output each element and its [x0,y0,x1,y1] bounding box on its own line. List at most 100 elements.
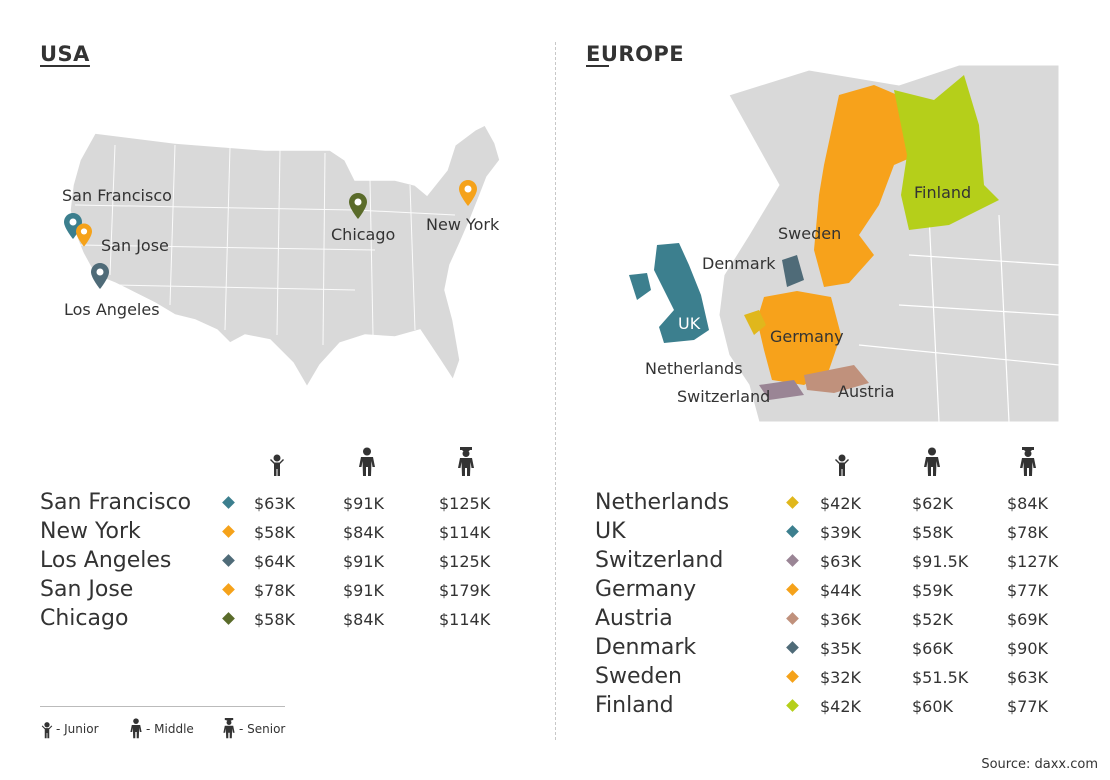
middle-salary: $91.5K [912,552,969,571]
country-name: Netherlands [595,490,730,515]
middle-icon [359,447,375,476]
country-name: UK [595,519,626,544]
map-label-denmark: Denmark [702,254,776,273]
middle-salary: $51.5K [912,668,969,687]
usa-title: USA [40,42,90,66]
middle-icon [924,447,940,476]
junior-salary: $36K [820,610,862,629]
country-name: Austria [595,606,673,631]
map-label-san-jose: San Jose [101,236,169,255]
color-marker [786,670,799,683]
senior-salary: $125K [439,552,491,571]
legend-junior: - Junior [56,722,99,736]
legend-middle: - Middle [146,722,194,736]
senior-salary: $90K [1007,639,1049,658]
map-pin-icon [91,263,109,289]
country-name: Denmark [595,635,697,660]
junior-salary: $32K [820,668,862,687]
map-label-san-francisco: San Francisco [62,186,172,205]
color-marker [786,583,799,596]
middle-salary: $84K [343,523,385,542]
middle-salary: $91K [343,494,385,513]
color-marker [222,583,235,596]
junior-icon [835,454,849,476]
map-label-uk: UK [678,314,701,333]
senior-salary: $69K [1007,610,1049,629]
middle-salary: $84K [343,610,385,629]
middle-salary: $91K [343,552,385,571]
color-marker [222,496,235,509]
middle-salary: $60K [912,697,954,716]
map-pin-icon [349,193,367,219]
city-name: Los Angeles [40,548,172,573]
senior-salary: $125K [439,494,491,513]
junior-salary: $35K [820,639,862,658]
map-label-netherlands: Netherlands [645,359,743,378]
map-label-new-york: New York [426,215,500,234]
color-marker [222,554,235,567]
middle-salary: $66K [912,639,954,658]
color-marker [786,612,799,625]
senior-salary: $114K [439,523,491,542]
usa-map [69,125,501,389]
junior-salary: $44K [820,581,862,600]
map-label-chicago: Chicago [331,225,396,244]
country-name: Switzerland [595,548,724,573]
section-divider [555,42,556,740]
senior-icon [458,447,474,476]
color-marker [222,612,235,625]
map-pin-icon [459,180,477,206]
city-name: San Francisco [40,490,192,515]
senior-salary: $77K [1007,581,1049,600]
legend-divider [40,706,285,707]
city-name: Chicago [40,606,129,631]
junior-salary: $78K [254,581,296,600]
map-label-austria: Austria [838,382,895,401]
junior-salary: $58K [254,523,296,542]
europe-title: EUROPE [586,42,685,66]
middle-salary: $91K [343,581,385,600]
junior-icon [270,454,284,476]
middle-salary: $59K [912,581,954,600]
senior-salary: $63K [1007,668,1049,687]
junior-salary: $42K [820,697,862,716]
country-name: Sweden [595,664,682,689]
junior-salary: $39K [820,523,862,542]
junior-salary: $42K [820,494,862,513]
europe-salary-table: Netherlands $42K $62K $84K UK $39K $58K … [595,490,1095,725]
senior-icon [223,718,235,739]
junior-salary: $64K [254,552,296,571]
map-label-switzerland: Switzerland [677,387,771,406]
senior-salary: $84K [1007,494,1049,513]
junior-salary: $63K [254,494,296,513]
usa-salary-table: San Francisco $63K $91K $125K New York $… [40,490,520,640]
color-marker [222,525,235,538]
map-label-germany: Germany [770,327,844,346]
map-label-sweden: Sweden [778,224,842,243]
legend-senior: - Senior [239,722,286,736]
senior-salary: $114K [439,610,491,629]
senior-icon [1020,447,1036,476]
middle-salary: $58K [912,523,954,542]
senior-salary: $77K [1007,697,1049,716]
senior-salary: $179K [439,581,491,600]
city-name: San Jose [40,577,134,602]
senior-salary: $78K [1007,523,1049,542]
junior-salary: $63K [820,552,862,571]
senior-salary: $127K [1007,552,1059,571]
color-marker [786,699,799,712]
map-label-finland: Finland [914,183,972,202]
junior-salary: $58K [254,610,296,629]
map-label-los-angeles: Los Angeles [64,300,160,319]
junior-icon [41,722,53,739]
middle-salary: $62K [912,494,954,513]
country-name: Germany [595,577,697,602]
source-credit: Source: daxx.com [981,757,1098,772]
city-name: New York [40,519,141,544]
color-marker [786,496,799,509]
country-name: Finland [595,693,674,718]
color-marker [786,554,799,567]
europe-map [609,65,1059,422]
color-marker [786,641,799,654]
middle-icon [130,718,142,739]
